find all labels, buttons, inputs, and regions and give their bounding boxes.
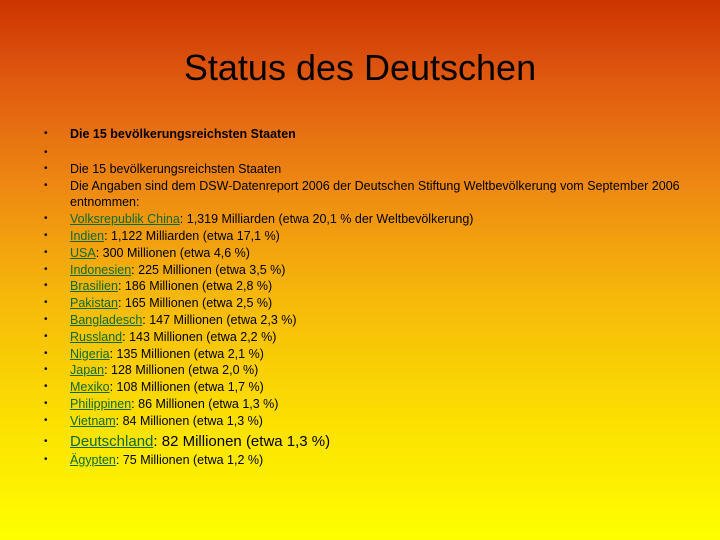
list-item: USA: 300 Millionen (etwa 4,6 %)	[40, 245, 680, 262]
country-stat: : 1,122 Milliarden (etwa 17,1 %)	[104, 228, 280, 243]
source-note: Die Angaben sind dem DSW-Datenreport 200…	[40, 178, 680, 212]
country-link[interactable]: USA	[70, 245, 96, 260]
list-item: Indien: 1,122 Milliarden (etwa 17,1 %)	[40, 228, 680, 245]
country-stat: : 135 Millionen (etwa 2,1 %)	[109, 346, 264, 361]
country-link[interactable]: Indonesien	[70, 262, 132, 277]
country-stat: : 82 Millionen (etwa 1,3 %)	[153, 432, 331, 450]
country-stat: : 108 Millionen (etwa 1,7 %)	[109, 380, 264, 395]
list-item: Volksrepublik China: 1,319 Milliarden (e…	[40, 211, 680, 228]
country-link[interactable]: Volksrepublik China	[70, 212, 180, 227]
country-stat: : 75 Millionen (etwa 1,2 %)	[115, 452, 264, 467]
list-item: Ägypten: 75 Millionen (etwa 1,2 %)	[40, 452, 680, 469]
country-stat: : 143 Millionen (etwa 2,2 %)	[122, 329, 277, 344]
country-link[interactable]: Indien	[70, 228, 105, 243]
country-link[interactable]: Vietnam	[70, 413, 116, 428]
country-stat: : 225 Millionen (etwa 3,5 %)	[131, 262, 286, 277]
bullet-list: Die 15 bevölkerungsreichsten Staaten Die…	[40, 126, 680, 468]
list-item: Indonesien: 225 Millionen (etwa 3,5 %)	[40, 262, 680, 279]
country-link[interactable]: Brasilien	[70, 279, 118, 294]
country-stat: : 300 Millionen (etwa 4,6 %)	[95, 245, 250, 260]
list-item: Nigeria: 135 Millionen (etwa 2,1 %)	[40, 346, 680, 363]
list-item-highlight: Deutschland: 82 Millionen (etwa 1,3 %)	[40, 432, 680, 452]
country-stat: : 1,319 Milliarden (etwa 20,1 % der Welt…	[179, 212, 474, 227]
country-link[interactable]: Bangladesch	[70, 312, 143, 327]
list-item: Philippinen: 86 Millionen (etwa 1,3 %)	[40, 396, 680, 413]
country-stat: : 86 Millionen (etwa 1,3 %)	[131, 396, 279, 411]
country-stat: : 186 Millionen (etwa 2,8 %)	[117, 279, 273, 294]
country-link[interactable]: Ägypten	[70, 452, 116, 467]
list-item: Mexiko: 108 Millionen (etwa 1,7 %)	[40, 379, 680, 396]
country-link[interactable]: Deutschland	[70, 432, 154, 450]
list-item: Bangladesch: 147 Millionen (etwa 2,3 %)	[40, 312, 680, 329]
country-stat: : 165 Millionen (etwa 2,5 %)	[117, 296, 273, 311]
country-stat: : 84 Millionen (etwa 1,3 %)	[115, 413, 263, 428]
empty-link-item[interactable]	[40, 145, 680, 162]
country-link[interactable]: Pakistan	[70, 296, 118, 311]
list-item: Russland: 143 Millionen (etwa 2,2 %)	[40, 329, 680, 346]
list-item: Brasilien: 186 Millionen (etwa 2,8 %)	[40, 278, 680, 295]
country-stat: : 128 Millionen (etwa 2,0 %)	[104, 363, 259, 378]
country-link[interactable]: Mexiko	[70, 380, 110, 395]
country-link[interactable]: Russland	[70, 329, 123, 344]
country-stat: : 147 Millionen (etwa 2,3 %)	[142, 312, 297, 327]
country-link[interactable]: Nigeria	[70, 346, 110, 361]
list-item: Vietnam: 84 Millionen (etwa 1,3 %)	[40, 413, 680, 430]
country-link[interactable]: Philippinen	[70, 396, 132, 411]
country-link[interactable]: Japan	[70, 363, 105, 378]
list-item: Pakistan: 165 Millionen (etwa 2,5 %)	[40, 295, 680, 312]
slide-title: Status des Deutschen	[183, 47, 537, 88]
list-heading: Die 15 bevölkerungsreichsten Staaten	[40, 126, 680, 143]
list-subheading: Die 15 bevölkerungsreichsten Staaten	[40, 161, 680, 178]
list-item: Japan: 128 Millionen (etwa 2,0 %)	[40, 362, 680, 379]
